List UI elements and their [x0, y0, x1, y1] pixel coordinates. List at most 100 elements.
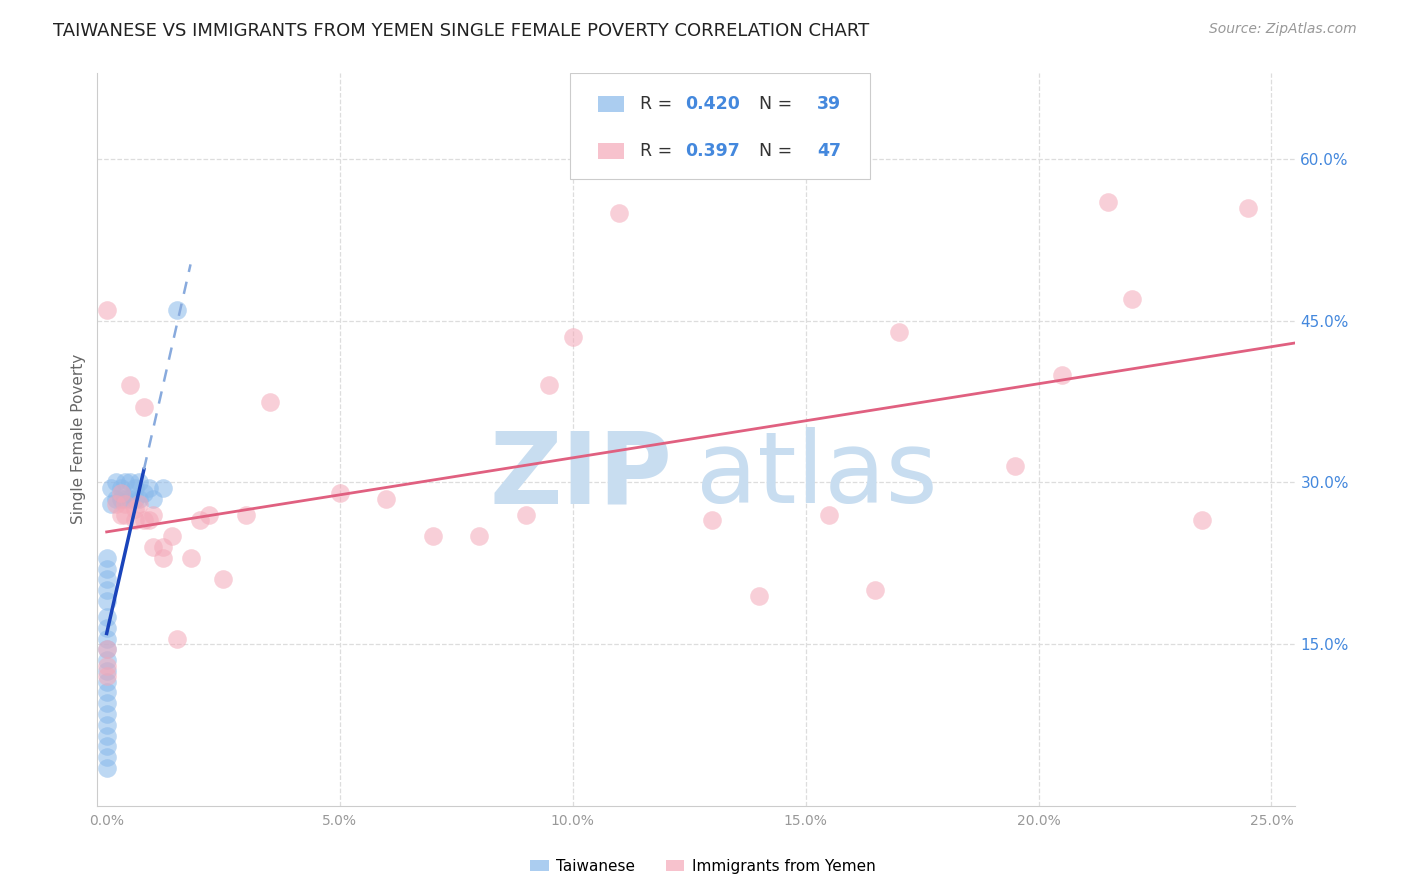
- Point: [1050, 368, 1073, 382]
- Point: [198, 508, 221, 522]
- Point: [96, 674, 118, 689]
- Point: [142, 491, 165, 506]
- Point: [138, 513, 160, 527]
- Point: [329, 486, 352, 500]
- Text: ZIP: ZIP: [489, 427, 672, 524]
- Point: [468, 529, 491, 543]
- Point: [818, 508, 841, 522]
- Point: [96, 621, 118, 635]
- Point: [748, 589, 770, 603]
- Y-axis label: Single Female Poverty: Single Female Poverty: [72, 354, 86, 524]
- Point: [561, 330, 583, 344]
- Text: 0.397: 0.397: [685, 142, 740, 160]
- Text: 47: 47: [817, 142, 841, 160]
- Point: [100, 481, 122, 495]
- FancyBboxPatch shape: [571, 73, 870, 179]
- Point: [1191, 513, 1213, 527]
- Point: [96, 729, 118, 743]
- Point: [124, 491, 146, 506]
- Point: [132, 486, 155, 500]
- Point: [702, 513, 724, 527]
- Point: [104, 475, 127, 490]
- Text: atlas: atlas: [696, 427, 938, 524]
- Point: [118, 491, 141, 506]
- Point: [114, 491, 136, 506]
- Point: [1121, 292, 1143, 306]
- FancyBboxPatch shape: [598, 143, 624, 159]
- Text: N =: N =: [748, 95, 797, 113]
- Point: [96, 594, 118, 608]
- Point: [166, 632, 188, 646]
- Text: N =: N =: [748, 142, 797, 160]
- Legend: Taiwanese, Immigrants from Yemen: Taiwanese, Immigrants from Yemen: [524, 853, 882, 880]
- Point: [100, 497, 122, 511]
- Point: [110, 486, 132, 500]
- Point: [96, 658, 118, 673]
- Point: [96, 610, 118, 624]
- Point: [118, 378, 141, 392]
- Point: [104, 497, 127, 511]
- Point: [128, 491, 150, 506]
- Point: [138, 481, 160, 495]
- Point: [110, 491, 132, 506]
- Point: [114, 497, 136, 511]
- Point: [114, 508, 136, 522]
- Point: [887, 325, 910, 339]
- Point: [96, 561, 118, 575]
- Point: [152, 550, 174, 565]
- Point: [124, 481, 146, 495]
- Point: [128, 497, 150, 511]
- Point: [515, 508, 537, 522]
- Point: [96, 642, 118, 657]
- Point: [104, 491, 127, 506]
- Point: [124, 513, 146, 527]
- Point: [96, 550, 118, 565]
- Point: [96, 669, 118, 683]
- Point: [96, 739, 118, 754]
- Point: [152, 481, 174, 495]
- Point: [110, 481, 132, 495]
- Point: [96, 664, 118, 678]
- Point: [166, 303, 188, 318]
- Text: 39: 39: [817, 95, 841, 113]
- Point: [375, 491, 398, 506]
- Point: [96, 706, 118, 721]
- Point: [96, 583, 118, 598]
- Point: [180, 550, 202, 565]
- Point: [96, 696, 118, 710]
- Point: [1004, 459, 1026, 474]
- Point: [114, 475, 136, 490]
- Point: [128, 475, 150, 490]
- Point: [188, 513, 211, 527]
- Point: [96, 761, 118, 775]
- Text: 0.420: 0.420: [685, 95, 740, 113]
- Point: [235, 508, 257, 522]
- Point: [132, 400, 155, 414]
- Point: [142, 508, 165, 522]
- Point: [160, 529, 183, 543]
- FancyBboxPatch shape: [598, 96, 624, 112]
- Point: [538, 378, 561, 392]
- Point: [865, 583, 887, 598]
- Point: [96, 685, 118, 699]
- Point: [212, 573, 235, 587]
- Point: [96, 750, 118, 764]
- Text: R =: R =: [640, 142, 678, 160]
- Point: [132, 513, 155, 527]
- Point: [118, 475, 141, 490]
- Point: [124, 502, 146, 516]
- Point: [96, 718, 118, 732]
- Point: [96, 303, 118, 318]
- Text: TAIWANESE VS IMMIGRANTS FROM YEMEN SINGLE FEMALE POVERTY CORRELATION CHART: TAIWANESE VS IMMIGRANTS FROM YEMEN SINGL…: [53, 22, 870, 40]
- Point: [607, 206, 630, 220]
- Text: Source: ZipAtlas.com: Source: ZipAtlas.com: [1209, 22, 1357, 37]
- Point: [96, 653, 118, 667]
- Point: [422, 529, 444, 543]
- Point: [96, 573, 118, 587]
- Point: [1097, 195, 1119, 210]
- Point: [96, 642, 118, 657]
- Point: [110, 508, 132, 522]
- Point: [152, 540, 174, 554]
- Point: [1237, 201, 1260, 215]
- Point: [142, 540, 165, 554]
